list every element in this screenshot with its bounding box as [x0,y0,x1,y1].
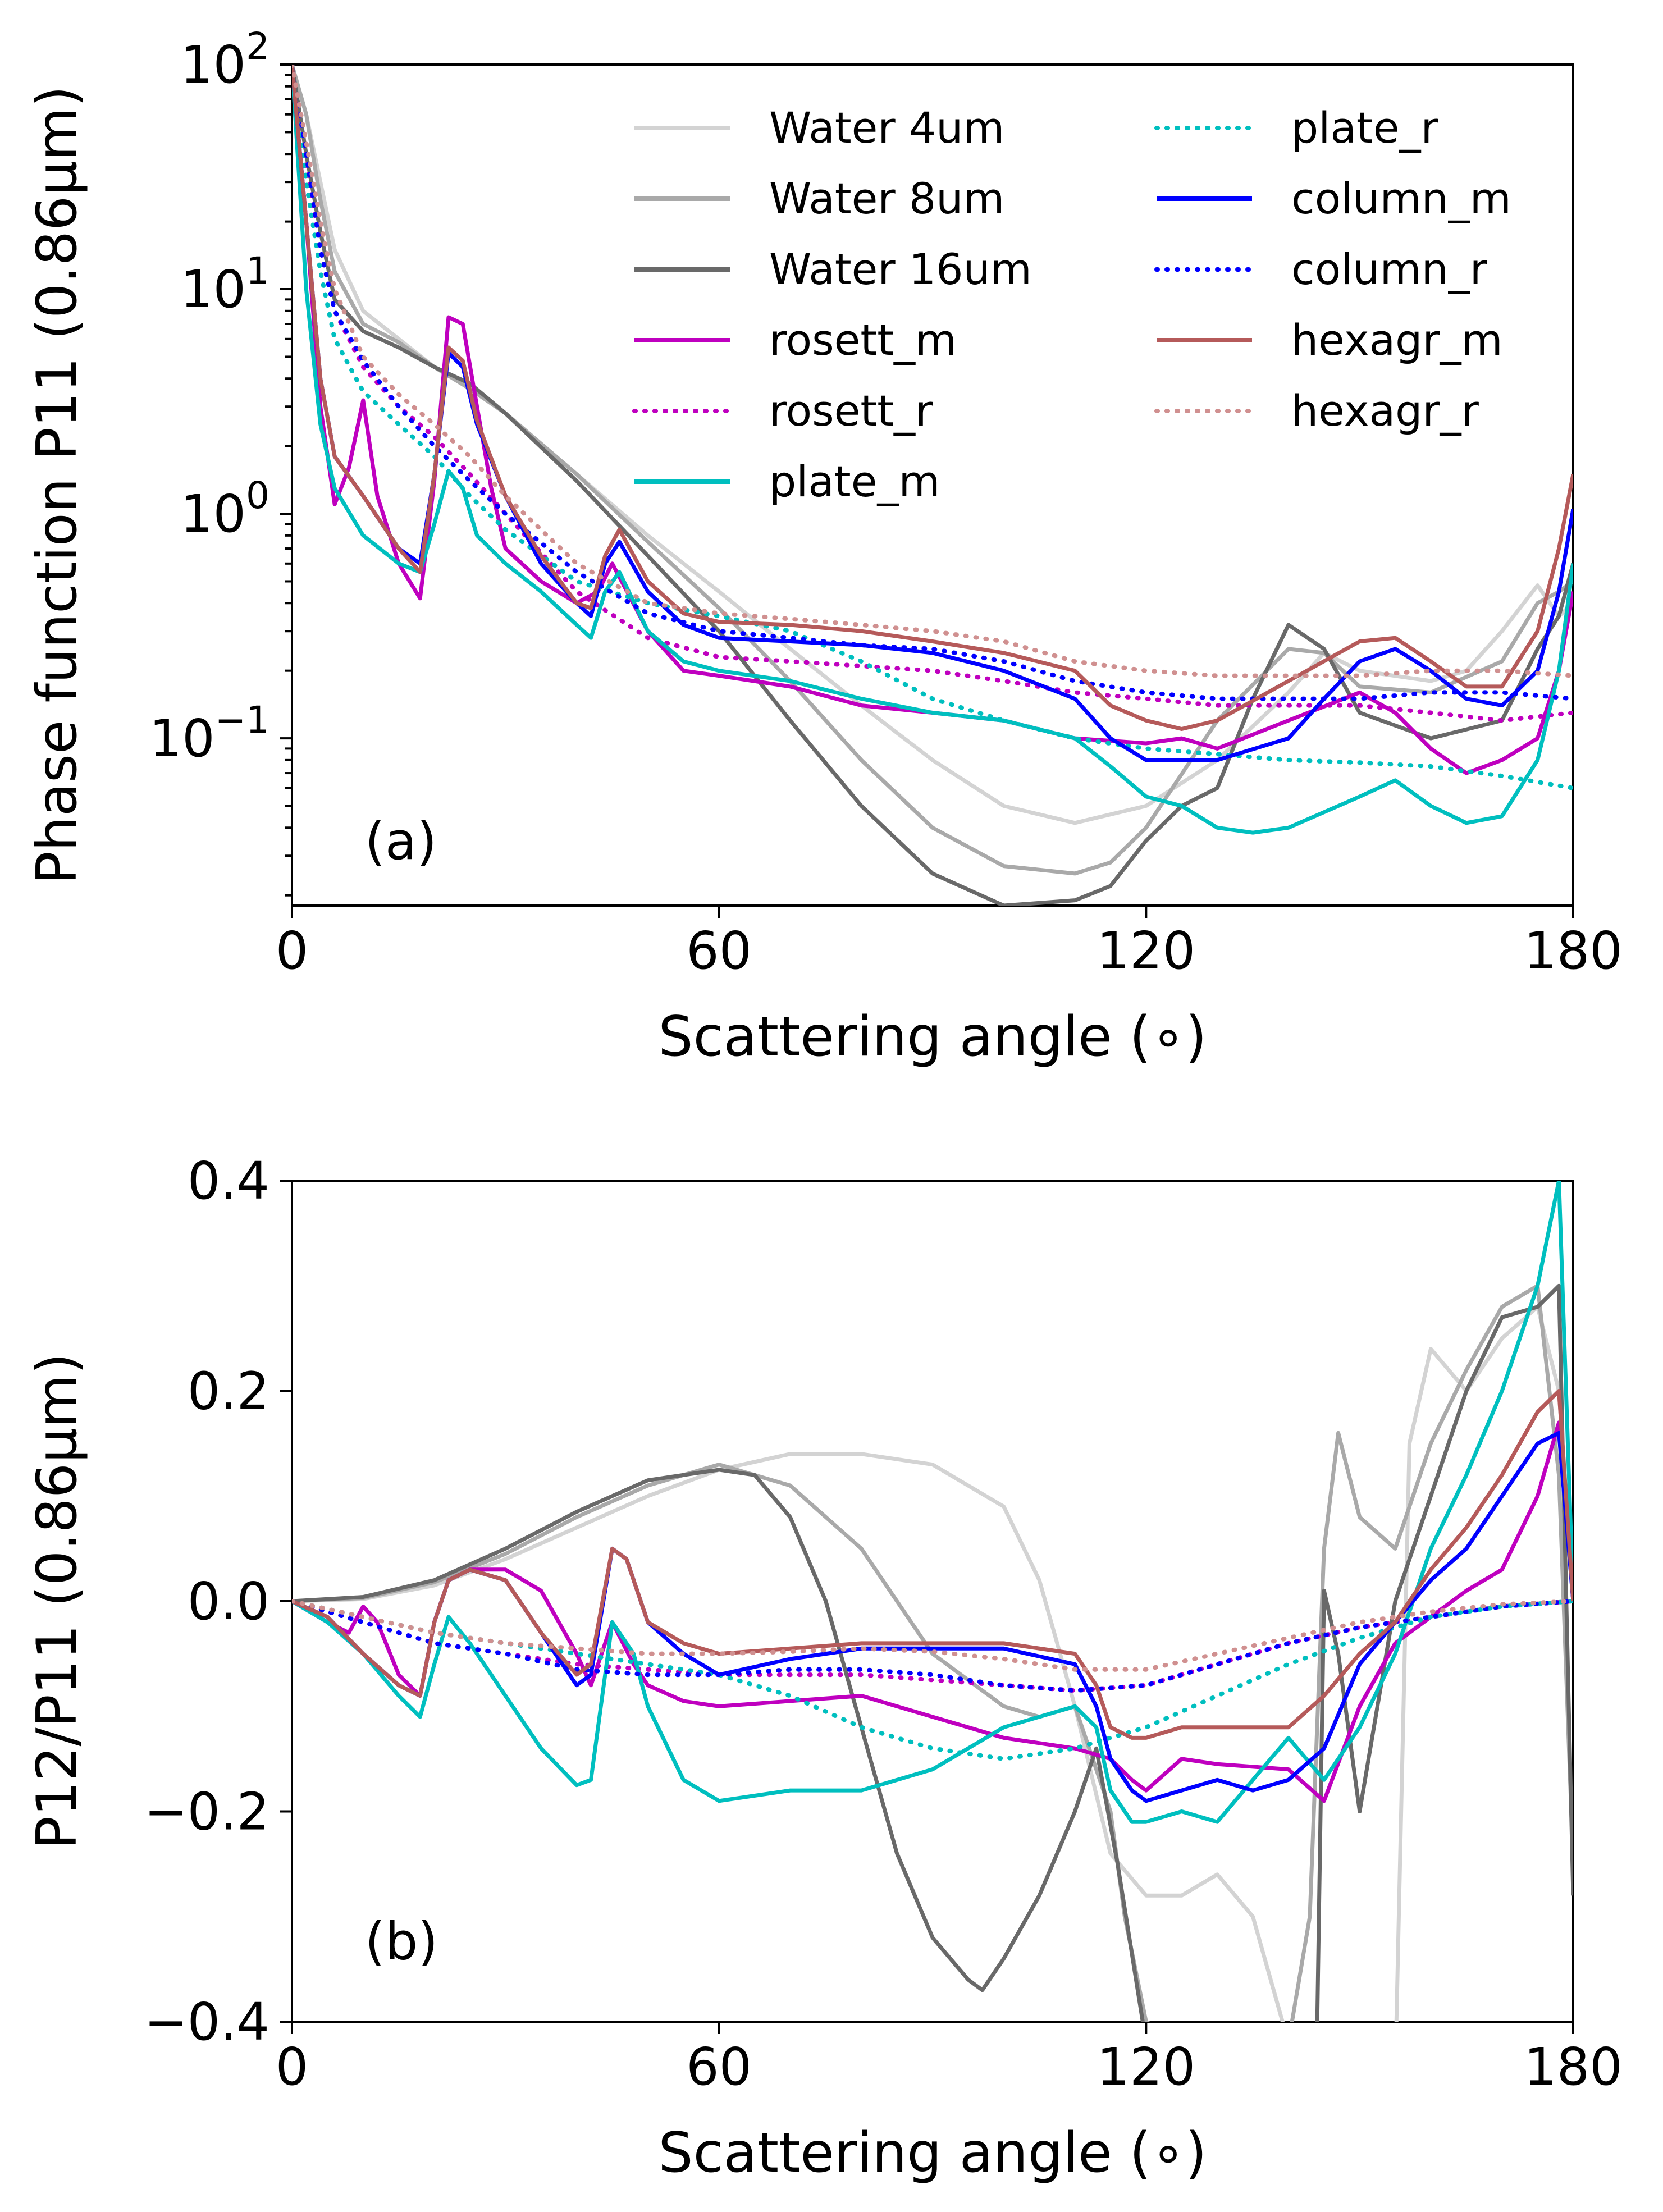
plot-frame-b [291,1180,1574,2023]
x-tick-label-b-3: 180 [1524,2037,1623,2097]
x-tick-label-b-1: 60 [686,2037,752,2097]
y-tick-label-a-3: 102 [180,25,269,95]
y-tick-label-a-2: 101 [180,249,269,319]
x-axis-label-a: Scattering angle (∘) [658,1005,1207,1069]
x-tick-label-b-0: 0 [276,2037,309,2097]
series-line-water-8um-a [292,65,1573,876]
x-tick-label-a-2: 120 [1097,921,1196,981]
y-axis-label-a: Phase function P11 (0.86μm) [25,86,89,885]
series-line-hexagr-r-b [292,1599,1573,1672]
series-line-hexagr-m-a [292,65,1573,731]
series-line-plate-r-b [292,1599,1573,1761]
phase-function-chart: 0 60 120 180 10−1 100 101 102 Water 4um Water 8u… [25,25,1623,1069]
series-line-hexagr-m-b [292,1389,1573,1740]
legend-label-water-4um: Water 4um [769,103,1004,153]
x-tick-label-a-3: 180 [1524,921,1623,981]
plot-frame-a [291,63,1574,907]
y-tick-label-b-1: −0.2 [144,1782,269,1842]
panel-label-a: (a) [365,811,437,871]
axis-ticks-b: 0 60 120 180 −0.4 −0.2 0.0 0.2 0.4 [144,1151,1623,2097]
series-lines-b [292,1181,1573,2022]
legend-label-hexagr-m: hexagr_m [1291,315,1503,365]
series-line-column-r-a [292,65,1573,701]
series-line-hexagr-r-a [292,65,1573,678]
legend-label-column-r: column_r [1291,244,1488,294]
legend-label-plate-r: plate_r [1291,103,1438,153]
series-lines-a [292,65,1573,906]
y-tick-label-b-0: −0.4 [144,1992,269,2052]
legend-label-water-8um: Water 8um [769,173,1004,223]
y-tick-label-a-0: 10−1 [149,698,269,769]
series-line-water-16um-b [292,1283,1573,2022]
axis-ticks-a: 0 60 120 180 10−1 100 101 102 [149,25,1623,981]
legend: Water 4um Water 8um Water 16um rosett_mrose… [632,103,1511,506]
y-tick-label-b-2: 0.0 [188,1571,269,1631]
series-line-plate-m-a [292,65,1573,835]
series-line-water-16um-a [292,65,1573,906]
series-line-column-r-b [292,1599,1573,1693]
series-line-plate-m-b [292,1181,1573,1824]
legend-label-column-m: column_m [1291,173,1511,223]
legend-label-hexagr-r: hexagr_r [1291,386,1479,436]
x-tick-label-a-1: 60 [686,921,752,981]
legend-label-water-16um: Water 16um [769,244,1032,294]
y-tick-label-b-4: 0.4 [188,1151,269,1211]
y-axis-label-b: P12/P11 (0.86μm) [25,1353,89,1849]
y-tick-label-a-1: 100 [180,474,269,544]
series-line-rosett-m-b [292,1420,1573,1803]
legend-label-rosett-r: rosett_r [769,386,933,436]
y-tick-label-b-3: 0.2 [188,1361,269,1422]
series-line-rosett-r-a [292,65,1573,723]
x-tick-label-a-0: 0 [276,921,309,981]
x-tick-label-b-2: 120 [1097,2037,1196,2097]
legend-label-rosett-m: rosett_m [769,315,957,365]
series-line-water-4um-b [292,1305,1573,2022]
polarization-ratio-chart: 0 60 120 180 −0.4 −0.2 0.0 0.2 0.4 (b) Scatterin… [25,1151,1623,2185]
x-axis-label-a-text: Scattering angle (∘) [658,1005,1207,1069]
x-axis-label-b: Scattering angle (∘) [658,2121,1207,2185]
panel-label-b: (b) [365,1912,438,1972]
series-line-water-8um-b [292,1283,1573,2022]
legend-label-plate-m: plate_m [769,456,940,506]
